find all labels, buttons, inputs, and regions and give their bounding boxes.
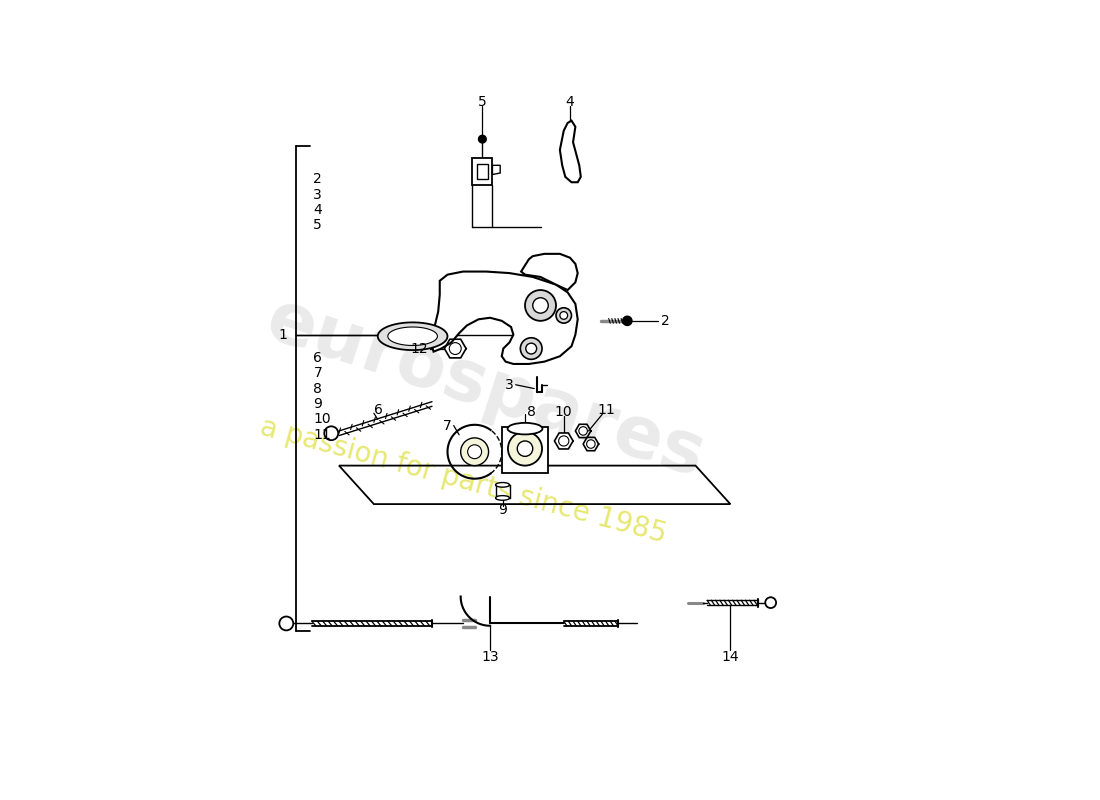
Text: 10: 10 bbox=[554, 405, 573, 418]
Polygon shape bbox=[502, 427, 548, 474]
Circle shape bbox=[532, 298, 548, 313]
Circle shape bbox=[324, 426, 338, 440]
Circle shape bbox=[556, 308, 572, 323]
Polygon shape bbox=[432, 271, 578, 364]
Text: 5: 5 bbox=[314, 218, 322, 232]
Circle shape bbox=[468, 445, 482, 458]
Text: 9: 9 bbox=[498, 503, 507, 518]
Circle shape bbox=[525, 290, 556, 321]
Polygon shape bbox=[521, 254, 578, 290]
Text: 9: 9 bbox=[314, 397, 322, 411]
Circle shape bbox=[560, 311, 568, 319]
Circle shape bbox=[461, 438, 488, 466]
Text: 4: 4 bbox=[314, 203, 322, 217]
Circle shape bbox=[623, 316, 631, 326]
Circle shape bbox=[517, 441, 532, 456]
Text: 12: 12 bbox=[410, 342, 428, 355]
Circle shape bbox=[478, 135, 486, 143]
Polygon shape bbox=[477, 164, 487, 179]
Ellipse shape bbox=[495, 482, 509, 487]
Text: 6: 6 bbox=[374, 403, 383, 417]
Text: a passion for parts since 1985: a passion for parts since 1985 bbox=[256, 413, 669, 549]
Text: 7: 7 bbox=[442, 418, 451, 433]
Polygon shape bbox=[493, 166, 500, 174]
Text: 14: 14 bbox=[722, 650, 739, 663]
Text: 5: 5 bbox=[478, 95, 486, 109]
Circle shape bbox=[526, 343, 537, 354]
Polygon shape bbox=[377, 322, 448, 350]
Ellipse shape bbox=[495, 496, 509, 500]
Text: 1: 1 bbox=[278, 328, 287, 342]
Text: 8: 8 bbox=[527, 405, 536, 418]
Circle shape bbox=[579, 426, 587, 435]
Circle shape bbox=[766, 598, 777, 608]
Text: 13: 13 bbox=[482, 650, 499, 663]
Text: 7: 7 bbox=[314, 366, 322, 380]
Circle shape bbox=[559, 436, 569, 446]
Circle shape bbox=[449, 342, 461, 354]
Polygon shape bbox=[560, 121, 581, 182]
Text: 11: 11 bbox=[597, 403, 615, 417]
Text: 3: 3 bbox=[314, 187, 322, 202]
Text: 3: 3 bbox=[505, 378, 514, 392]
Text: 2: 2 bbox=[661, 314, 670, 328]
Text: 8: 8 bbox=[314, 382, 322, 395]
Circle shape bbox=[586, 440, 595, 448]
Circle shape bbox=[520, 338, 542, 359]
Ellipse shape bbox=[507, 423, 542, 434]
Text: 2: 2 bbox=[314, 172, 322, 186]
Text: 6: 6 bbox=[314, 350, 322, 365]
Polygon shape bbox=[388, 327, 438, 346]
Text: 4: 4 bbox=[565, 95, 574, 109]
Polygon shape bbox=[472, 158, 493, 185]
Text: 10: 10 bbox=[314, 413, 331, 426]
Circle shape bbox=[508, 432, 542, 466]
Text: eurospares: eurospares bbox=[258, 285, 714, 492]
Circle shape bbox=[279, 617, 294, 630]
Text: 11: 11 bbox=[314, 428, 331, 442]
